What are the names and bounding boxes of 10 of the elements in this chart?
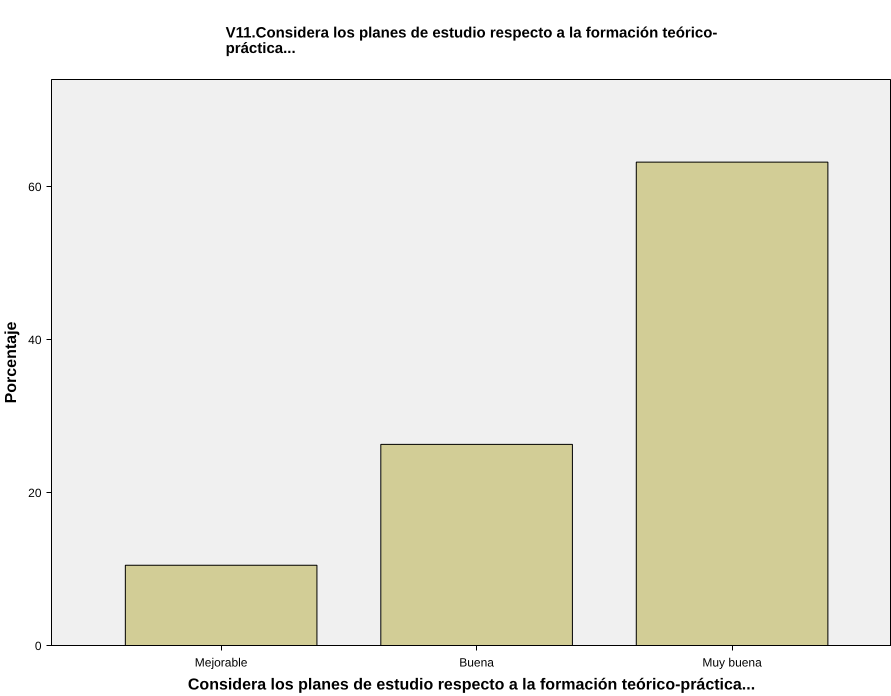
- x-axis-title: Considera los planes de estudio respecto a la formación teórico-práctica...: [188, 676, 756, 694]
- chart-title: V11.Considera los planes de estudio respecto a la formación teórico-práctica...: [226, 24, 718, 57]
- x-tick-label: Buena: [459, 656, 494, 670]
- x-tick-label: Mejorable: [194, 656, 248, 670]
- y-tick-label: 0: [34, 639, 42, 653]
- y-tick-label: 40: [28, 333, 42, 348]
- y-tick-label: 60: [28, 180, 42, 194]
- y-tick-label: 20: [28, 486, 42, 500]
- y-axis-title: Porcentaje: [3, 321, 20, 404]
- x-tick-label: Muy buena: [702, 656, 762, 670]
